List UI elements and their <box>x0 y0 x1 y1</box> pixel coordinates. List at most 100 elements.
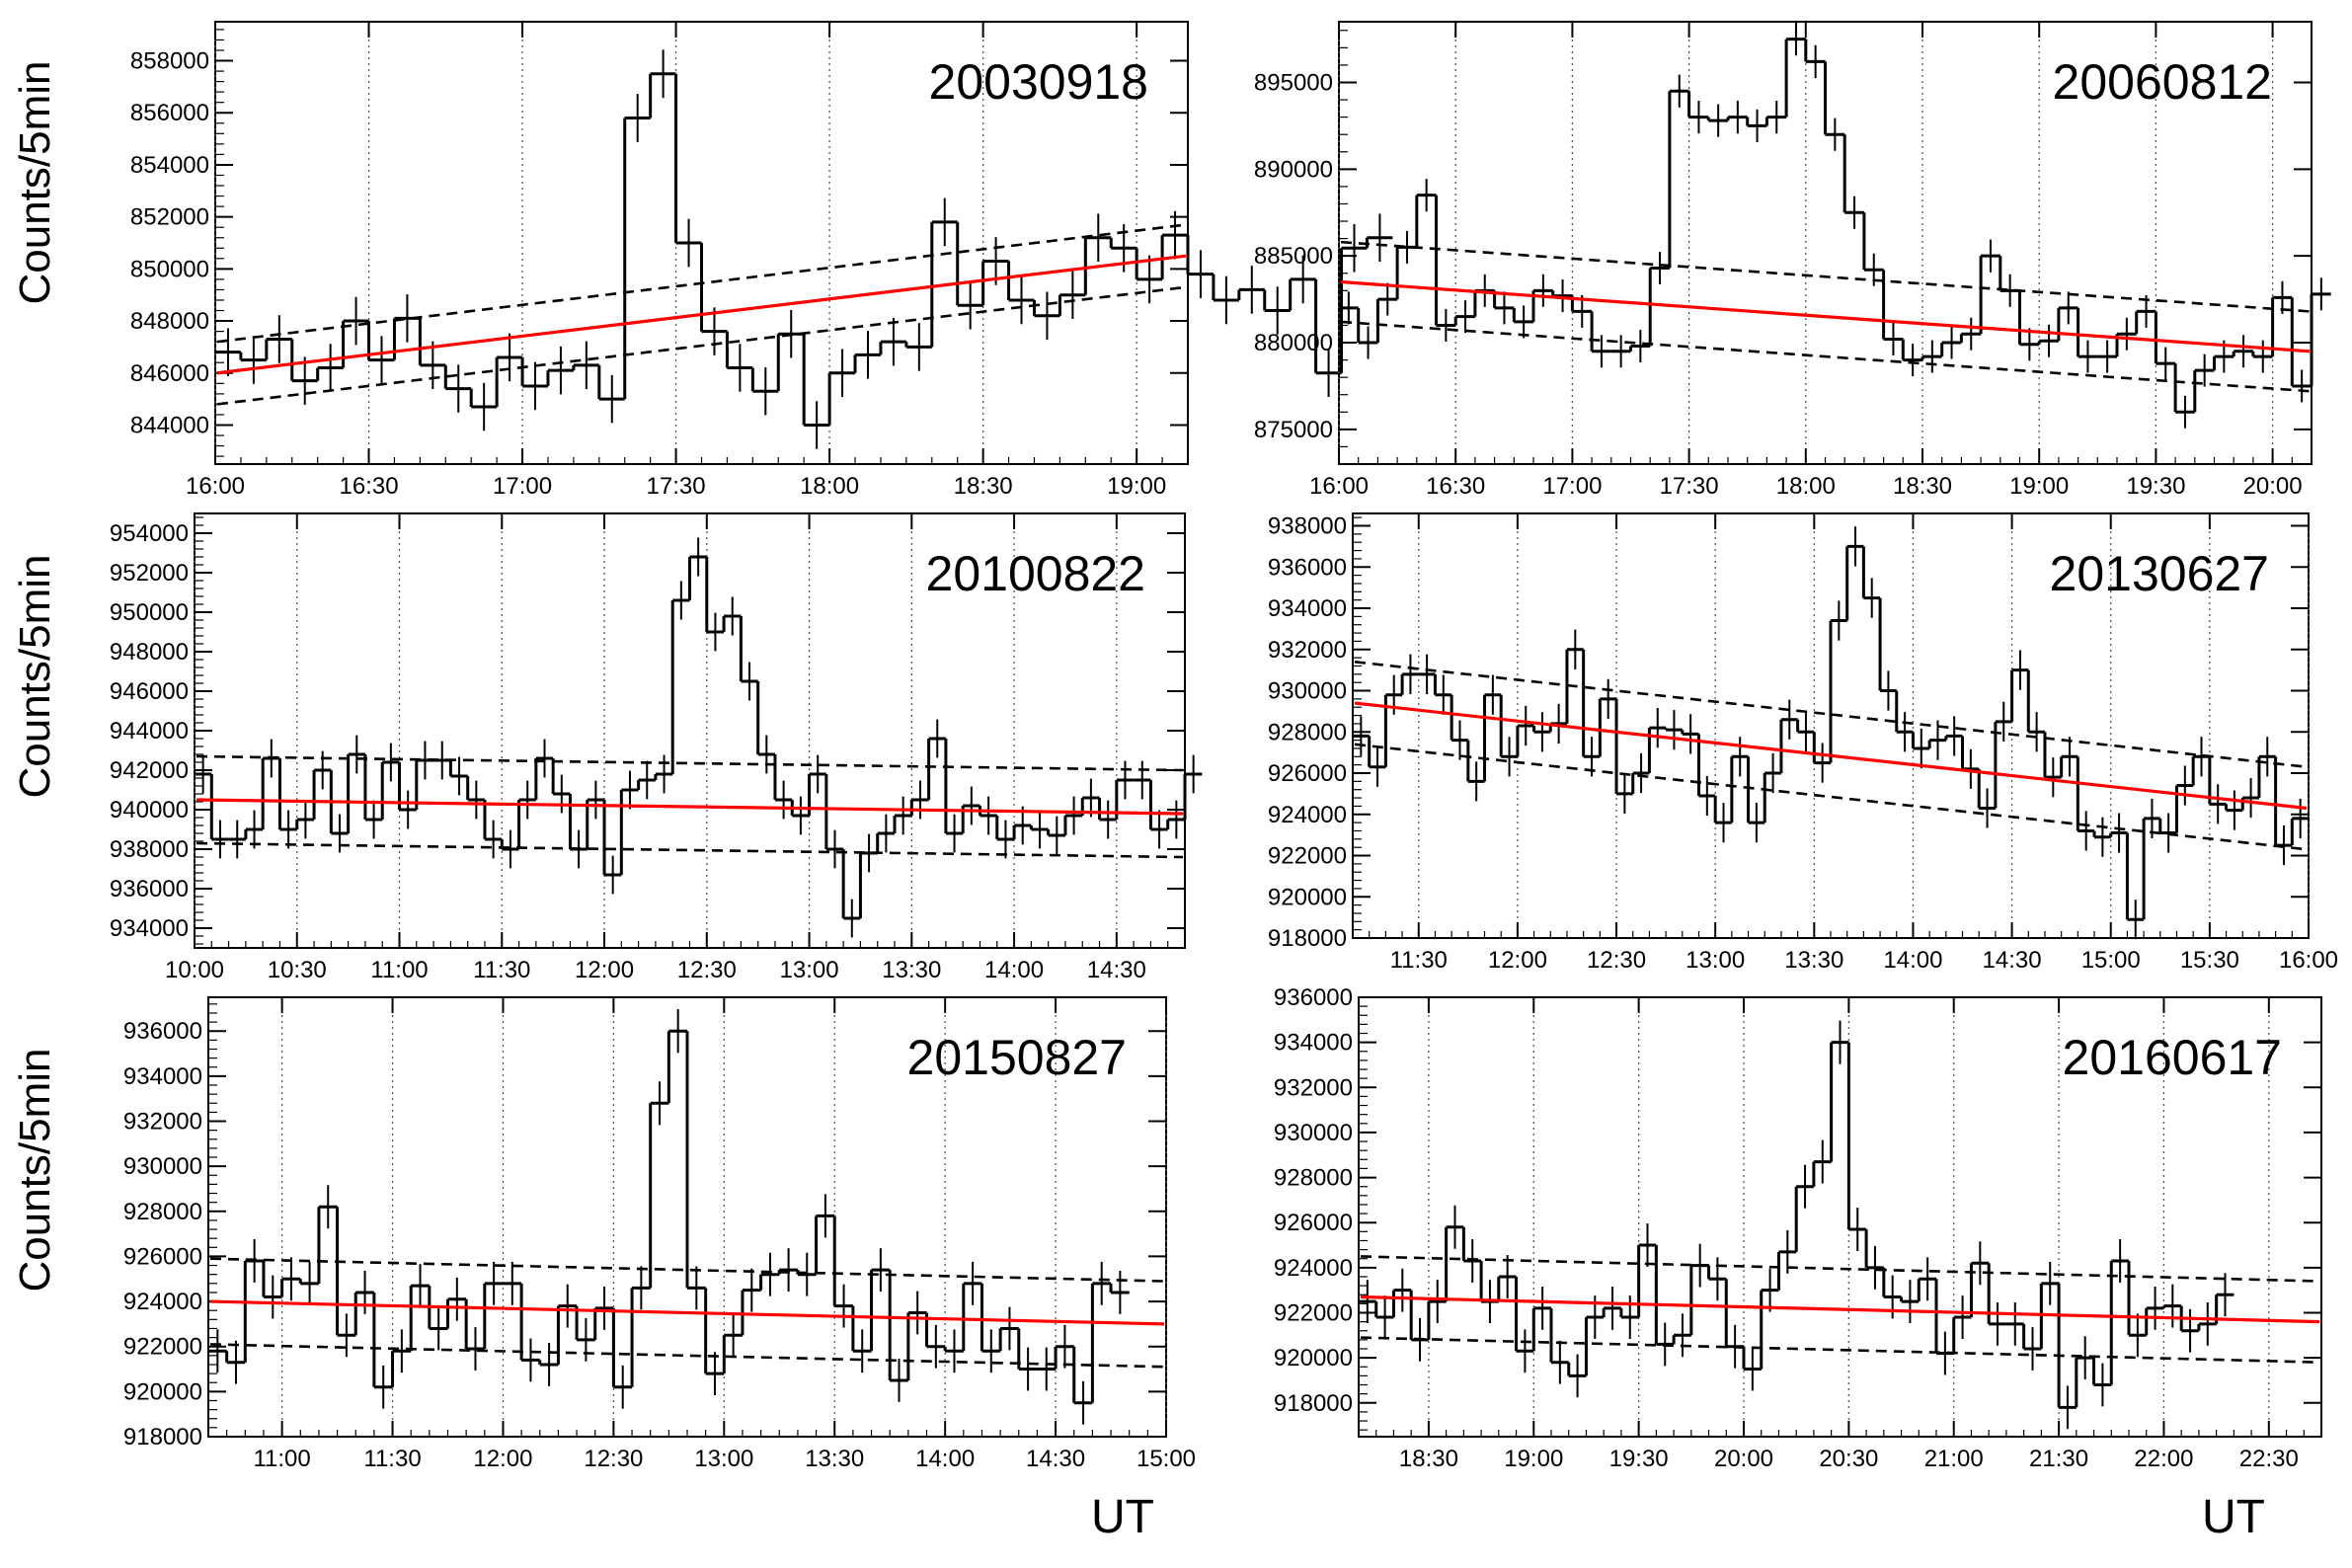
y-tick-label: 850000 <box>130 256 209 282</box>
date-label: 20160617 <box>2063 1030 2282 1085</box>
y-tick-label: 936000 <box>123 1018 202 1045</box>
x-tick-label: 22:00 <box>2134 1446 2193 1472</box>
date-label: 20130627 <box>2050 546 2269 601</box>
chart-panels: 16:00 16:30 17:00 17:30 18:00 18:30 19:00 84400… <box>110 21 2338 1472</box>
x-tick-label: 14:30 <box>1983 947 2042 974</box>
x-tick-label: 11:30 <box>473 957 530 983</box>
x-tick-label: 19:00 <box>2009 473 2069 500</box>
y-tick-label: 920000 <box>1268 884 1347 910</box>
x-tick-label: 20:00 <box>1714 1446 1773 1472</box>
y-tick-label: 854000 <box>130 152 209 179</box>
fit-line <box>1354 701 2308 811</box>
x-tick-label: 12:00 <box>575 957 634 983</box>
x-tick-label: 14:30 <box>1087 957 1146 983</box>
y-tick-label: 930000 <box>1268 678 1347 705</box>
x-tick-label: 12:30 <box>1587 947 1646 974</box>
y-tick-label: 856000 <box>130 100 209 126</box>
y-tick-label: 880000 <box>1254 330 1333 356</box>
y-tick-label: 846000 <box>130 360 209 387</box>
x-tick-label: 13:30 <box>805 1446 864 1472</box>
y-tick-label: 942000 <box>110 757 189 784</box>
y-tick-label: 936000 <box>110 876 189 902</box>
x-tick-label: 11:00 <box>253 1446 310 1472</box>
y-tick-label: 932000 <box>123 1109 202 1136</box>
y-tick-label: 926000 <box>1268 760 1347 787</box>
y-tick-label: 918000 <box>1274 1390 1353 1417</box>
x-tick-label: 20:00 <box>2243 473 2303 500</box>
x-tick-label: 19:00 <box>1504 1446 1563 1472</box>
y-tick-label: 928000 <box>123 1199 202 1225</box>
date-label: 20100822 <box>926 546 1145 601</box>
panel-20100822: Counts/5min <box>11 554 59 798</box>
y-tick-label: 926000 <box>1274 1210 1353 1236</box>
x-tick-label: 14:00 <box>1883 947 1942 974</box>
plot-frame <box>1358 996 2322 1438</box>
x-tick-label: 16:00 <box>186 473 245 500</box>
y-tick-label: 890000 <box>1254 156 1333 183</box>
chart-20150827: 11:00 11:30 12:00 12:30 13:00 13:30 14:00 14:30… <box>123 996 1196 1472</box>
band-lower <box>209 1343 1165 1369</box>
x-tick-label: 15:00 <box>2081 947 2141 974</box>
x-tick-label: 14:30 <box>1026 1446 1085 1472</box>
band-lower <box>196 841 1184 859</box>
y-tick-label: 924000 <box>1268 802 1347 828</box>
y-tick-label: 848000 <box>130 308 209 335</box>
x-axis-label-right: UT <box>2202 1491 2265 1543</box>
y-tick-label: 930000 <box>123 1153 202 1180</box>
y-tick-label: 920000 <box>123 1378 202 1405</box>
x-tick-label: 12:00 <box>473 1446 532 1472</box>
panel-20150827: Counts/5min <box>11 1048 59 1292</box>
y-tick-label: 920000 <box>1274 1345 1353 1372</box>
y-tick-label: 934000 <box>110 915 189 942</box>
x-tick-label: 15:30 <box>2180 947 2239 974</box>
y-tick-label: 946000 <box>110 678 189 705</box>
y-axis-label: Counts/5min <box>11 60 59 304</box>
date-label: 20030918 <box>929 54 1148 110</box>
x-tick-label: 16:00 <box>2279 947 2338 974</box>
band-upper <box>1340 240 2311 313</box>
x-tick-label: 10:30 <box>268 957 327 983</box>
chart-20100822: 10:00 10:30 11:00 11:30 12:00 12:30 13:00 13:30… <box>110 512 1203 983</box>
y-tick-label: 924000 <box>1274 1255 1353 1282</box>
x-tick-label: 13:30 <box>882 957 941 983</box>
y-tick-label: 934000 <box>123 1063 202 1090</box>
x-tick-label: 11:30 <box>1390 947 1448 974</box>
date-label: 20150827 <box>907 1030 1127 1085</box>
y-tick-label: 944000 <box>110 718 189 745</box>
x-tick-label: 14:00 <box>915 1446 975 1472</box>
y-axis-label: Counts/5min <box>11 1048 59 1292</box>
x-tick-label: 17:30 <box>647 473 706 500</box>
band-lower <box>1340 320 2311 393</box>
x-tick-label: 16:30 <box>339 473 398 500</box>
y-tick-label: 936000 <box>1274 984 1353 1011</box>
y-tick-label: 952000 <box>110 560 189 587</box>
y-tick-label: 926000 <box>123 1243 202 1270</box>
x-tick-label: 13:00 <box>780 957 839 983</box>
fit-line <box>1360 1294 2320 1324</box>
y-tick-label: 924000 <box>123 1289 202 1315</box>
x-tick-label: 11:30 <box>363 1446 421 1472</box>
x-tick-label: 19:00 <box>1107 473 1166 500</box>
x-tick-label: 16:30 <box>1426 473 1485 500</box>
y-tick-label: 928000 <box>1274 1165 1353 1192</box>
x-tick-label: 11:00 <box>370 957 428 983</box>
x-tick-label: 12:30 <box>677 957 737 983</box>
fit-line <box>216 254 1187 375</box>
chart-20060812: 16:00 16:30 17:00 17:30 18:00 18:30 19:00 19:30… <box>1254 21 2331 500</box>
y-tick-label: 954000 <box>110 520 189 547</box>
y-tick-label: 950000 <box>110 599 189 626</box>
chart-20160617: 18:30 19:00 19:30 20:00 20:30 21:00 21:30 22:00… <box>1274 984 2322 1472</box>
x-tick-label: 14:00 <box>984 957 1044 983</box>
x-tick-label: 18:00 <box>1776 473 1836 500</box>
y-tick-label: 852000 <box>130 204 209 231</box>
y-tick-label: 932000 <box>1274 1074 1353 1101</box>
x-tick-label: 18:00 <box>800 473 859 500</box>
y-tick-label: 922000 <box>1268 843 1347 870</box>
y-tick-label: 932000 <box>1268 637 1347 664</box>
panel-20030918: Counts/5min <box>11 60 59 304</box>
y-tick-label: 934000 <box>1274 1030 1353 1057</box>
x-tick-label: 21:30 <box>2029 1446 2088 1472</box>
band-upper <box>196 754 1184 772</box>
x-tick-label: 18:30 <box>1893 473 1952 500</box>
